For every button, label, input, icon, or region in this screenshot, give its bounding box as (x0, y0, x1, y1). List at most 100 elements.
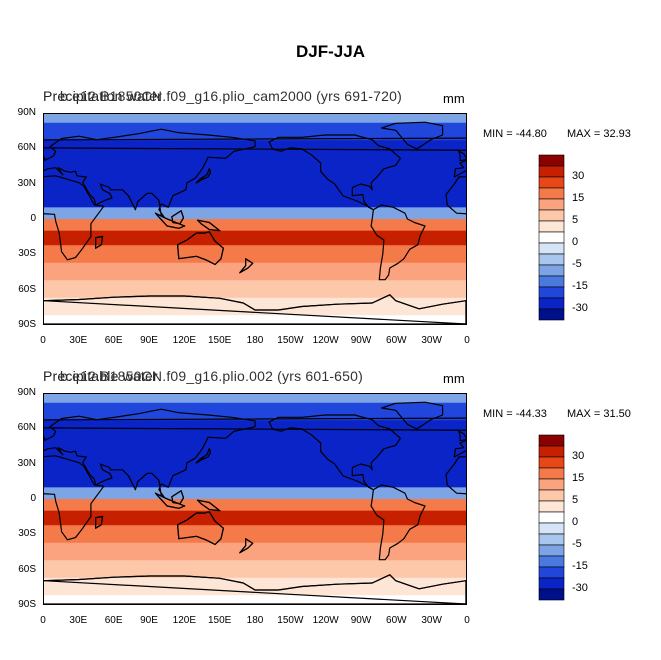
xtick-label: 30W (421, 335, 442, 346)
colorbar-level-label: -15 (572, 280, 588, 292)
xtick-label: 150W (277, 335, 304, 346)
zonal-band--45 (44, 542, 466, 561)
zonal-band-30 (44, 175, 466, 194)
panel-1-max: MAX = 32.93 (567, 128, 631, 140)
colorbar-level-label: 30 (572, 450, 585, 462)
xtick-label: 30E (69, 615, 88, 626)
panel-2-case-title: b.e12.B1850CN.f09_g16.plio.002 (yrs 601-… (60, 368, 363, 384)
coastline-madagascar-wrap (95, 515, 104, 529)
xtick-label: 180 (246, 615, 264, 626)
colorbar-swatch (538, 297, 565, 310)
zonal-band--75 (44, 577, 466, 596)
coastline-greenland (381, 121, 444, 150)
panel-1-title: Precipitation water (43, 88, 162, 104)
zonal-band-5 (44, 207, 466, 220)
coastline-new-guinea-wrap (197, 219, 221, 232)
zonal-band-90 (44, 114, 466, 124)
ytick-label: 30S (18, 528, 36, 540)
colorbar-swatch (538, 500, 565, 513)
coastline-antarctica-wrap (44, 574, 466, 604)
zonal-band--90 (44, 315, 466, 324)
coastline-indonesia-wrap (154, 212, 186, 229)
coastline-new-guinea-wrap (197, 499, 221, 512)
coastline-madagascar-wrap (95, 235, 104, 249)
zonal-band--5 (44, 219, 466, 232)
colorbar-swatch (538, 253, 565, 266)
colorbar-swatch (538, 577, 565, 590)
coastline-uk-wrap (44, 156, 46, 161)
panel-2-map-svg (44, 394, 466, 604)
zonal-band-15 (44, 472, 466, 488)
xtick-label: 150E (207, 615, 232, 626)
colorbar-swatch (538, 456, 565, 469)
zonal-band--30 (44, 525, 466, 544)
coastline-uk (458, 430, 466, 442)
colorbar-swatch (538, 242, 565, 255)
zonal-band--30 (44, 245, 466, 264)
ytick-label: 90N (17, 107, 36, 118)
colorbar-level-label: 30 (572, 170, 585, 182)
coastline-north-america (268, 414, 401, 491)
colorbar-swatch (538, 209, 565, 222)
ytick-label: 60S (18, 283, 36, 295)
colorbar-swatch (538, 489, 565, 502)
colorbar-swatch (538, 275, 565, 288)
colorbar-swatch (538, 588, 565, 601)
colorbar-level-label: 15 (572, 472, 585, 484)
colorbar-level-label: 0 (572, 516, 579, 528)
zonal-band--90 (44, 595, 466, 604)
coastline-antarctica-wrap (44, 294, 466, 324)
figure-title: DJF-JJA (296, 42, 365, 61)
colorbar-swatch (538, 511, 565, 524)
coastline-borneo-wrap (171, 210, 185, 225)
colorbar-swatch (538, 566, 565, 579)
xtick-label: 60E (104, 615, 123, 626)
xtick-label: 30E (69, 335, 88, 346)
ytick-label: 30N (17, 177, 36, 189)
colorbar-swatch (538, 231, 565, 244)
xtick-label: 60W (386, 615, 407, 626)
coastline-new-zealand-wrap (239, 258, 254, 274)
xtick-label: 90W (350, 335, 372, 346)
coastline-australia-wrap (177, 231, 224, 266)
colorbar-level-label: -15 (572, 560, 588, 572)
coastline-borneo-wrap (171, 490, 185, 505)
xtick-label: 0 (40, 335, 46, 346)
zonal-band--45 (44, 262, 466, 281)
xtick-label: 90E (140, 615, 158, 626)
colorbar-level-label: -30 (572, 582, 588, 594)
panel-2-title: Precipitable water (43, 368, 158, 384)
xtick-label: 0 (464, 335, 470, 346)
xtick-label: 120W (312, 335, 339, 346)
panel-1-units: mm (443, 91, 465, 106)
zonal-band-15 (44, 192, 466, 208)
ytick-label: 90S (18, 319, 36, 330)
zonal-band-90 (44, 394, 466, 404)
ytick-label: 60N (17, 142, 36, 154)
colorbar-swatch (538, 165, 565, 178)
coastlines (44, 401, 466, 604)
colorbar-level-label: 5 (572, 494, 579, 506)
zonal-band--60 (44, 280, 466, 299)
ytick-label: 30N (17, 457, 36, 469)
colorbar-swatch (538, 555, 565, 568)
xtick-label: 120E (172, 615, 196, 626)
colorbar-swatch (538, 176, 565, 189)
zonal-band-30 (44, 455, 466, 474)
colorbar-swatch (538, 544, 565, 557)
xtick-label: 90E (140, 335, 158, 346)
colorbar-swatch (538, 308, 565, 321)
coastline-uk (458, 150, 466, 162)
colorbar-swatch (538, 467, 565, 480)
panel-2-min: MIN = -44.33 (483, 408, 547, 420)
zonal-band--75 (44, 297, 466, 316)
coastlines (44, 121, 466, 324)
xtick-label: 150E (207, 335, 232, 346)
colorbar-swatch (538, 220, 565, 233)
panel-2-map (43, 393, 467, 605)
colorbar-level-label: -5 (572, 258, 582, 270)
ytick-label: 60S (18, 563, 36, 575)
panel-2-max: MAX = 31.50 (567, 408, 631, 420)
ytick-label: 90N (17, 387, 36, 398)
coastline-japan-wrap (195, 168, 212, 184)
